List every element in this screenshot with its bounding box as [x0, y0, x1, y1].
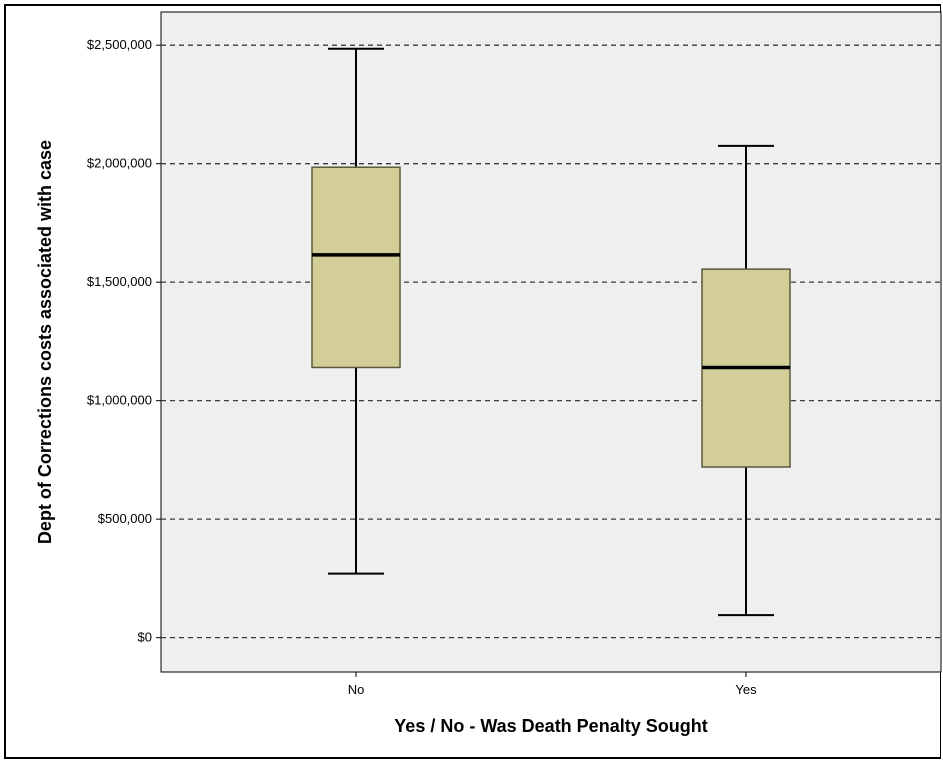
- plot-area: [160, 11, 942, 673]
- y-axis-title: Dept of Corrections costs associated wit…: [35, 140, 55, 544]
- x-axis-title: Yes / No - Was Death Penalty Sought: [394, 716, 707, 736]
- iqr-box: [311, 166, 401, 369]
- x-axis: No Yes: [348, 672, 757, 697]
- x-tick-label: No: [348, 682, 365, 697]
- box-no: [311, 47, 401, 575]
- y-tick-label: $500,000: [98, 511, 152, 526]
- y-tick-label: $1,500,000: [87, 274, 152, 289]
- y-tick-label: $1,000,000: [87, 393, 152, 408]
- x-tick-label: Yes: [735, 682, 757, 697]
- y-tick-label: $2,000,000: [87, 156, 152, 171]
- gridlines: [161, 44, 941, 639]
- box-series: [311, 47, 791, 617]
- y-tick-label: $2,500,000: [87, 37, 152, 52]
- y-tick-label: $0: [138, 630, 152, 645]
- y-axis: $0 $500,000 $1,000,000 $1,500,000 $2,000,000…: [87, 37, 161, 645]
- box-yes: [701, 144, 791, 617]
